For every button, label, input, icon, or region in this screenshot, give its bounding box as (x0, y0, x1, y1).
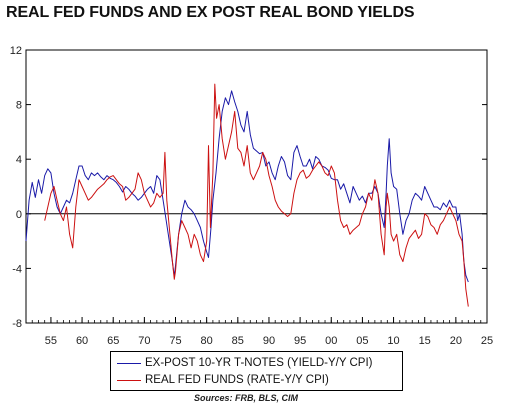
y-tick-label: 4 (16, 154, 22, 166)
legend-label-fedfunds: REAL FED FUNDS (RATE-Y/Y CPI) (145, 374, 329, 386)
y-axis: -8 -4 0 4 8 12 (10, 45, 487, 330)
x-axis: 55 60 65 70 75 80 85 90 95 00 05 10 15 20 25 (25, 317, 493, 347)
legend-label-tnote: EX-POST 10-YR T-NOTES (YIELD-Y/Y CPI) (145, 357, 373, 369)
chart-title: REAL FED FUNDS AND EX POST REAL BOND YIE… (6, 4, 415, 21)
x-tick-label: 80 (201, 335, 213, 347)
x-tick-label: 00 (325, 335, 337, 347)
x-tick-label: 90 (263, 335, 275, 347)
legend-swatch-fedfunds (117, 379, 141, 381)
series-layer (25, 83, 469, 307)
x-tick-label: 65 (107, 335, 119, 347)
series-tnote-line (25, 90, 469, 283)
x-tick-label: 85 (232, 335, 244, 347)
legend-swatch-tnote (117, 362, 141, 364)
y-tick-label: 0 (16, 209, 22, 221)
x-tick-label: 25 (481, 335, 493, 347)
x-tick-label: 15 (419, 335, 431, 347)
series-fedfunds-line (44, 83, 469, 307)
x-tick-label: 55 (45, 335, 57, 347)
y-tick-label: -4 (12, 263, 22, 275)
y-tick-label: -8 (12, 318, 22, 330)
plot-area-frame (25, 49, 488, 324)
y-tick-label: 12 (10, 45, 22, 57)
x-tick-label: 05 (356, 335, 368, 347)
x-tick-label: 95 (294, 335, 306, 347)
legend-item-fedfunds: REAL FED FUNDS (RATE-Y/Y CPI) (117, 372, 329, 388)
legend: EX-POST 10-YR T-NOTES (YIELD-Y/Y CPI) RE… (110, 351, 403, 391)
legend-item-tnote: EX-POST 10-YR T-NOTES (YIELD-Y/Y CPI) (117, 355, 373, 371)
source-note: Sources: FRB, BLS, CIM (194, 393, 299, 403)
x-tick-label: 10 (387, 335, 399, 347)
x-tick-label: 60 (76, 335, 88, 347)
x-tick-label: 20 (450, 335, 462, 347)
x-tick-label: 75 (169, 335, 181, 347)
y-tick-label: 8 (16, 100, 22, 112)
x-tick-label: 70 (138, 335, 150, 347)
